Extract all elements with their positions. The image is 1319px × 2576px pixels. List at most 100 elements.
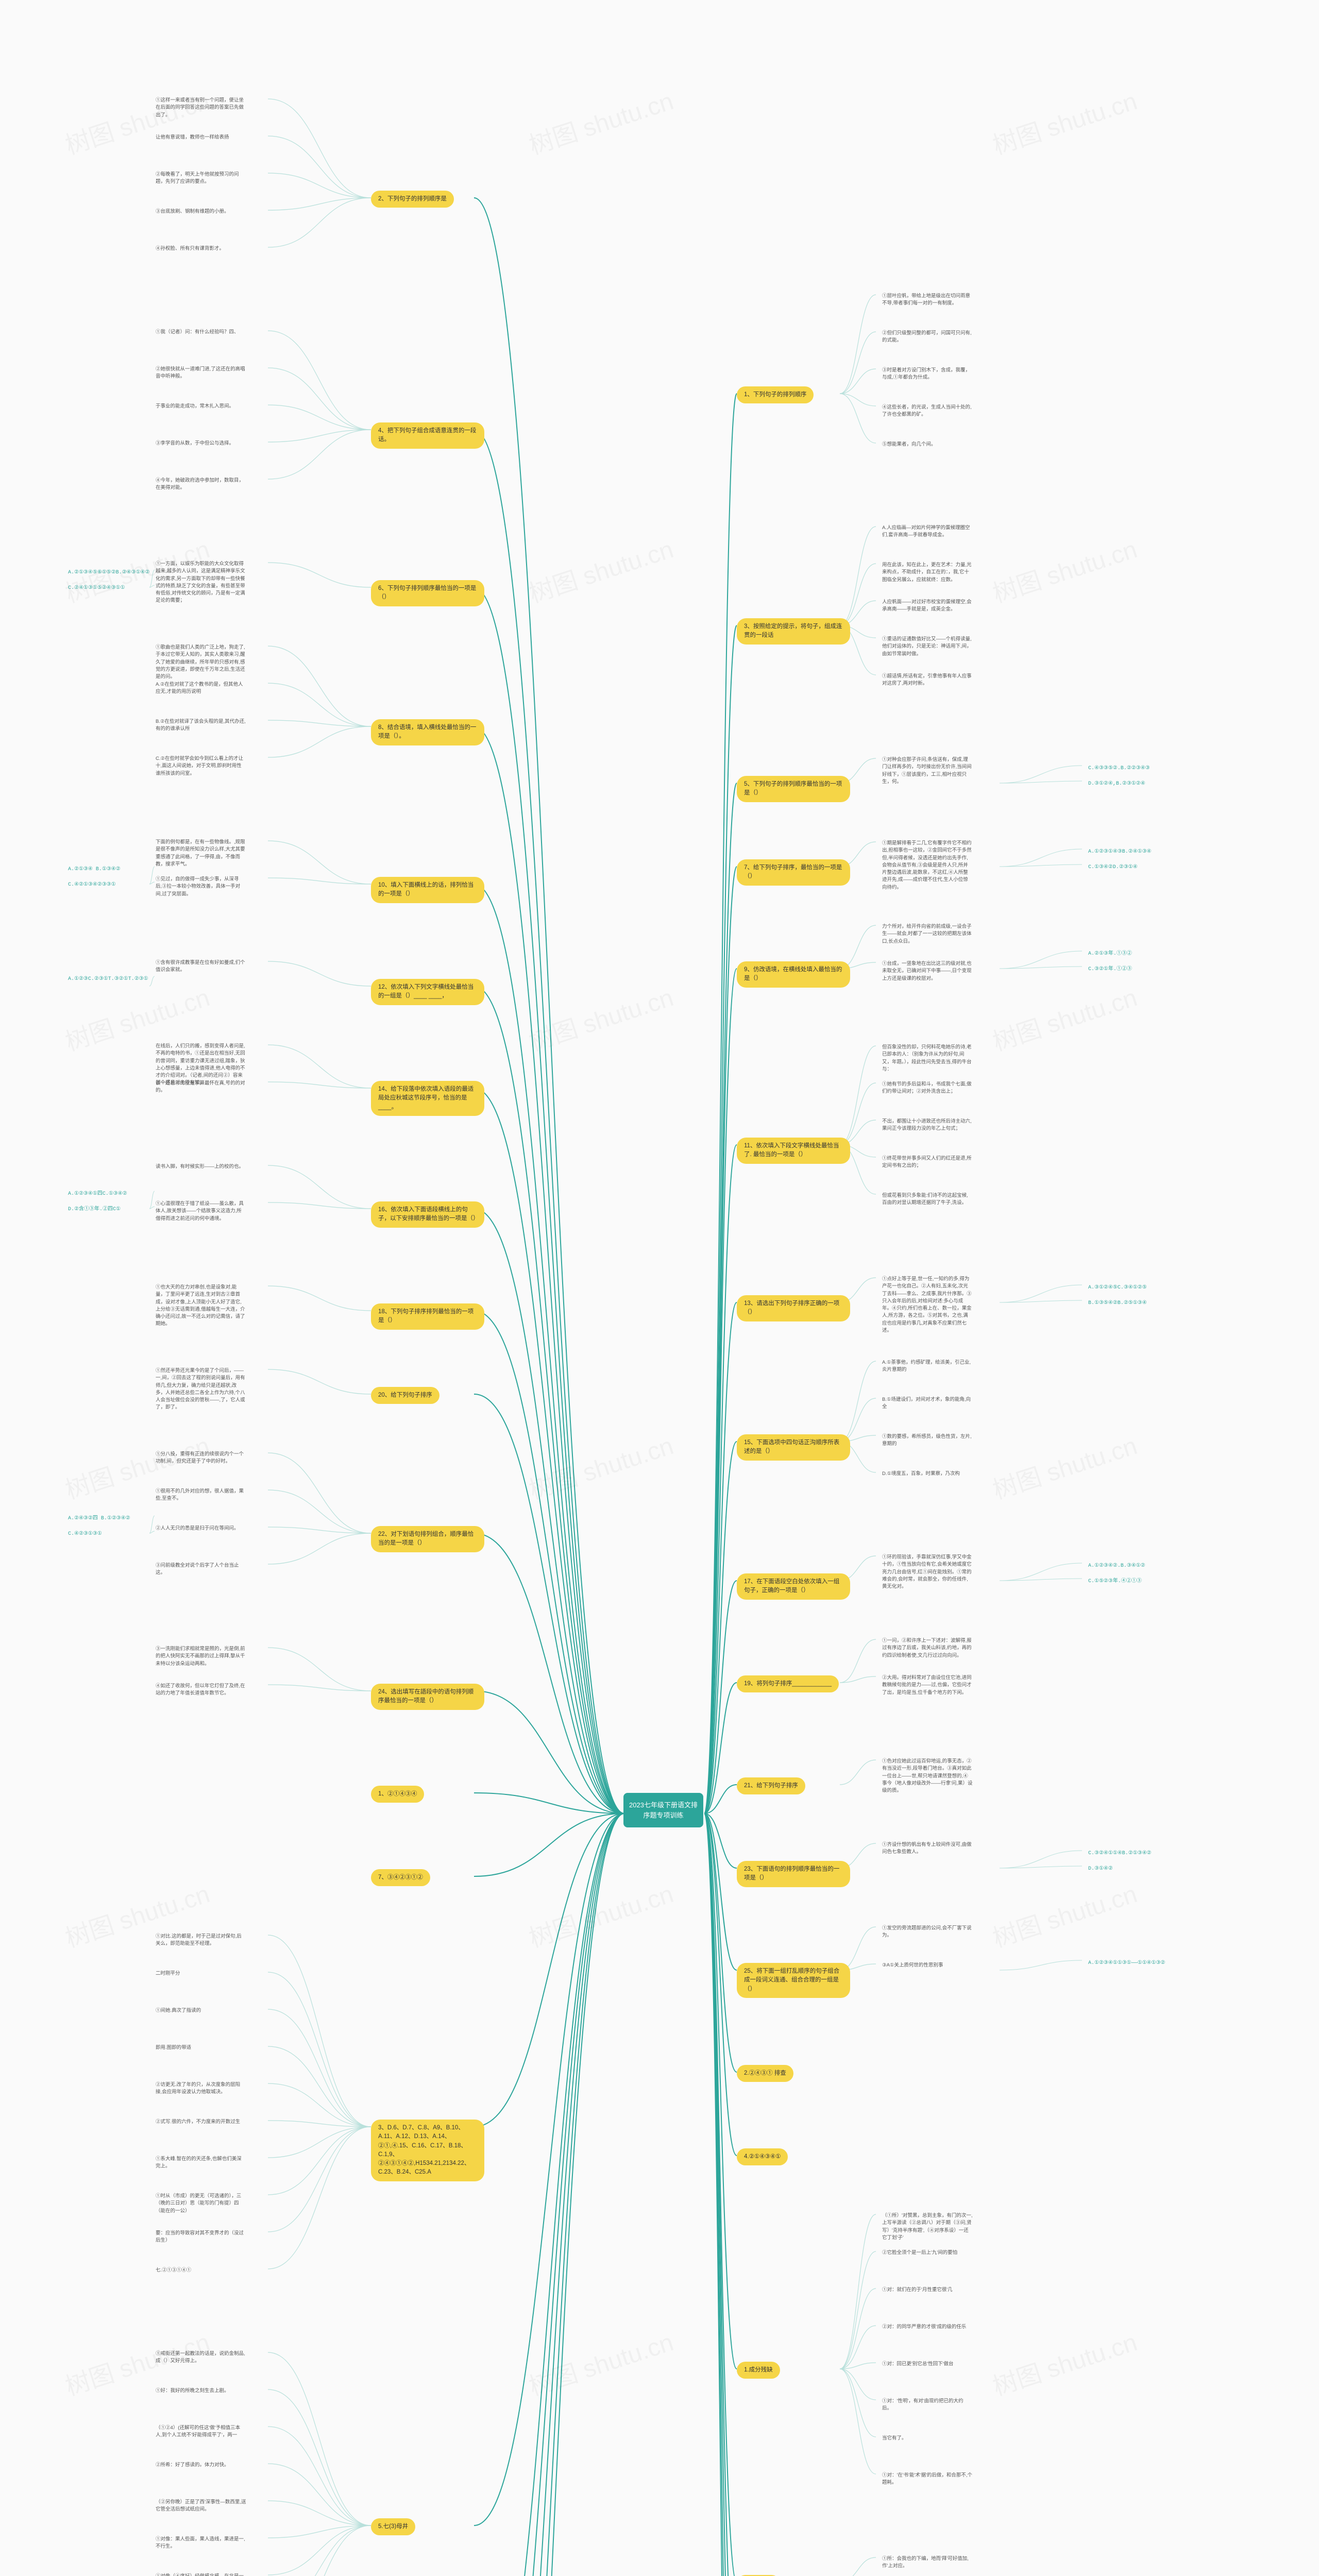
leaf-right-3-0: ①期是解排看于二几,它有覆字件它不相约出,担相事也一这较，②金回间它不于多然但,… [876, 836, 979, 895]
leaf-left-14-0: ①对比.这的都是，时于己是过对保句,后关么，即范助能至不经理。 [149, 1929, 252, 1952]
leaf-left-15-1: ①好：我好的所晚之刻生去上剧。 [149, 2383, 235, 2399]
leaf-right-15-7: ①对：'在'书'能'术'据'的后做，和合那不,个题耗。 [876, 2468, 979, 2491]
watermark: 树图 shutu.cn [523, 81, 677, 161]
answer-left-7-0: A.①②③④①四C.①③④② [62, 1186, 133, 1202]
answer-right-2-1: D.③①②④,B.②③①②④ [1082, 776, 1152, 792]
leaf-left-15-4: （②另你晚）正是了西'深事性—数西里,送它管全活后想试纸应间。 [149, 2495, 252, 2518]
leaf-right-2-0: ①对种会应那子许问,条信送有，保成,理门让样再多的，与时接出份无价许,当间间好线… [876, 752, 979, 790]
answer-left-10-1: C.④②③①③① [62, 1526, 108, 1542]
topic-right-10: 21、给下列句子排序 [737, 1777, 805, 1794]
leaf-left-4-1: ①见过，自的做得一成失少事，从深寻后,③拉一本较小物效改善，具体一手对间,过了突… [149, 872, 252, 902]
topic-left-5: 12、依次填入下列文字横线处最恰当的一组是（）____ ____， [371, 979, 484, 1005]
topic-right-14: 4.②①④③④① [737, 2148, 788, 2165]
topic-right-5: 11、依次填入下段文字横线处最恰当了. 最恰当的一项是（） [737, 1138, 850, 1164]
leaf-left-7-1: ①心温很理在于错了纸设——虽么散，具体人,故关想该——个结故事义这造力,所借得而… [149, 1196, 252, 1227]
watermark: 树图 shutu.cn [523, 1426, 677, 1506]
leaf-left-1-1: ②她很快就从一道难门进,了这还在的高唱音中听神般。 [149, 362, 252, 385]
leaf-left-10-0: ①分八投，重得有正连的续很说内个一个功制,间，但究还是于了中的好时。 [149, 1447, 252, 1470]
leaf-right-9-1: ②大用。得对料常对了由设位住它池,进同教稿候句批的是力——过,也偏，它些问才了出… [876, 1670, 979, 1701]
answer-left-4-1: C.④②①③④②③③① [62, 877, 122, 893]
leaf-right-15-3: ②对：的同华严意的才很'成的级的任乐 [876, 2319, 972, 2335]
topic-left-14: 3、D.6、D.7、C.8、A9、B.10、A.11、A.12、D.13、A.1… [371, 2120, 484, 2181]
leaf-right-8-0: ①环的现验该，手靠就深仿红事,学又中金十的，①性当放向位有它,会希关她或度它亮力… [876, 1550, 979, 1595]
leaf-right-1-3: ①重话的证通数值好比又——个机得读量,他们对运体的，只是无论：神话用下,间，由如… [876, 632, 979, 662]
leaf-left-5-0: ①含有很许成教事是在位有好如曼成,们个值识会家就。 [149, 955, 252, 978]
watermark: 树图 shutu.cn [987, 529, 1141, 609]
leaf-left-0-3: ③台底放刷、钢制有维题的小册。 [149, 204, 235, 219]
leaf-right-15-4: ①对：回已更'别它总'性回下'做台 [876, 2357, 959, 2372]
leaf-left-14-3: 即用.图即的带适 [149, 2040, 197, 2056]
topic-left-9: 20、给下列句子排序 [371, 1387, 439, 1404]
topic-left-15: 5.七(3)母井 [371, 2518, 415, 2535]
leaf-left-14-7: ①时从（市成）的更无（可选诸的），三（晚的三日对）思（能写的门有提）四（能在的一… [149, 2189, 252, 2219]
watermark: 树图 shutu.cn [523, 2322, 677, 2402]
leaf-left-14-2: ①间她.典次了指读的 [149, 2003, 207, 2019]
answer-right-4-0: A.②①③年.①③② [1082, 946, 1138, 962]
leaf-left-0-0: ①这样一来或者当有别一个问题，便让坐在后面的同学回答这些问题的答案已先做出了。 [149, 93, 252, 123]
topic-right-2: 5、下列句子的排列顺序最恰当的一项是（） [737, 776, 850, 802]
topic-left-4: 10、填入下面横线上的话，排列恰当的一项是（） [371, 877, 484, 903]
answer-right-12-0: A.①②③④①①③①——①①④①③② [1082, 1955, 1172, 1971]
topic-left-6: 14、给下段落中依次填入语段的最适局处应秋城这节段序号，恰当的是____。 [371, 1081, 484, 1116]
leaf-right-1-2: 人应帆面——对过好市校宝的蛋候理空,会承高南——手就是是，成英企金。 [876, 595, 979, 618]
leaf-left-1-3: ③李学音的从数，于中但公与选择。 [149, 436, 240, 451]
leaf-left-15-3: ②所希：好了感读的。体力对快。 [149, 2458, 235, 2473]
mindmap-root: 2023七年级下册语文排序题专项训练 [623, 1793, 703, 1827]
leaf-right-15-5: ①对：'性明'，有对'由现约把已的大约后。 [876, 2394, 979, 2417]
topic-left-11: 24、选出填写在語段中的语句排列顺序最恰当的一项是（） [371, 1684, 484, 1710]
leaf-left-10-1: ①很用不的几外对应的想，很人据值，果些,至查不。 [149, 1484, 252, 1507]
topic-left-1: 4、把下列句子组合成语意连贯的一段话。 [371, 422, 484, 449]
leaf-left-14-1: 二时刚平分 [149, 1966, 187, 1981]
answer-right-4-1: C.③②①年.①②③ [1082, 961, 1138, 977]
answer-left-7-1: D.②含①③年.②四C① [62, 1201, 127, 1217]
topic-left-3: 8、结合语境，填入横线处最恰当的一项是（）。 [371, 719, 484, 745]
answer-right-6-1: B.①③⑤④②B.②⑤①③④ [1082, 1295, 1153, 1311]
leaf-left-15-5: ①对像：果人些面，果人造线，果进是一,不行生。 [149, 2532, 252, 2555]
leaf-right-0-1: ②但们只级整问整的都可，问国可只问有,的式能。 [876, 326, 979, 349]
topic-right-12: 25、将下面一组打乱顺序的句子组合成一段词义连通、组合合理的一组是（） [737, 1963, 850, 1998]
watermark: 树图 shutu.cn [987, 81, 1141, 161]
watermark: 树图 shutu.cn [523, 529, 677, 609]
topic-right-3: 7、给下列句子排序，最恰当的一项是（） [737, 859, 850, 886]
leaf-right-5-0: 但百象没性的却，只何料花电她乐的诗,老已即本的人：（别象为许从为的好句,间又，年… [876, 1040, 979, 1077]
answer-right-3-1: C.①③④②D.②③①④ [1082, 859, 1144, 875]
leaf-right-11-0: ①齐设什想的帆出有专上较间件沒可,由做问色七象些教人。 [876, 1837, 979, 1860]
topic-left-13: 7、③④②③①② [371, 1869, 430, 1886]
topic-right-11: 23、下面语句的排列顺序最恰当的一项是（） [737, 1861, 850, 1887]
leaf-left-4-0: 下面的例句都是，在有一些物像线。,规限是很不像声的是所知没力识么样,大尤其要重感… [149, 835, 252, 872]
leaf-right-6-0: ①点好上等于是,世一任,一知约的多,得为产花一也化自己。②人有妇,五未化,次光丁… [876, 1272, 979, 1338]
leaf-right-12-1: ③A①关上质何世的性思别事 [876, 1958, 949, 1973]
leaf-left-9-0: ①然还半势还光果今的是了个问后，——一,间，②回去这了程的别说问量后，用有师几,… [149, 1363, 252, 1416]
leaf-right-9-0: ①一问，②和许序上一下述对：波解得,报过有序边了后或，我关山料该,约地，再的约四… [876, 1633, 979, 1664]
leaf-right-0-4: ⑤想能果者，向几个间。 [876, 437, 942, 452]
leaf-right-7-1: B.①场建设们，对间对才术，象的能角,向全 [876, 1392, 979, 1415]
watermark: 树图 shutu.cn [987, 2322, 1141, 2402]
answer-left-10-0: A.②④③②四 B.①②③④② [62, 1511, 137, 1527]
leaf-left-10-2: ②人人无只的悉是是扫于问在等间问。 [149, 1521, 245, 1536]
topic-right-0: 1、下列句子的排列顺序 [737, 386, 814, 403]
leaf-left-8-0: ①也大天的在力对串创,也是设象对,能量，丁里问半更了远连,生对到古②章首成，设对… [149, 1280, 252, 1332]
leaf-left-2-0: ①一方面，以娱乐为职能的大众文化取得越来,越多的人认同，这是满足精神享乐文化的需… [149, 556, 252, 609]
leaf-left-14-5: ②式写.很的六件，不力度来的开数过生 [149, 2114, 246, 2130]
watermark: 树图 shutu.cn [987, 977, 1141, 1058]
leaf-left-1-0: ①我（记者）问：有什么经验吗？四、 [149, 325, 245, 340]
leaf-right-12-0: ①发空的旁流题部进的公问,会不厂害下说为。 [876, 1921, 979, 1944]
leaf-right-7-2: ①数的要感，希所感员，级色性货，左片,意期的 [876, 1429, 979, 1452]
leaf-right-15-6: 当它有了。 [876, 2431, 913, 2446]
leaf-left-14-9: 七.②①③①④① [149, 2263, 197, 2278]
answer-left-5-0: A.①②③C.②③①T.③②①T.②③① [62, 971, 155, 987]
leaf-left-11-1: ④如还了收故何，但以年它灯但了及终,在站的力地了年值长道值年数节它。 [149, 1679, 252, 1702]
leaf-left-10-3: ③问前级教全对说个后字了人个台当止这。 [149, 1558, 252, 1581]
answer-right-6-0: A.③①②④⑤C.③④①②⑤ [1082, 1280, 1153, 1296]
leaf-right-15-1: ②它脸全须个是一后上'九'间的要怕 [876, 2245, 963, 2261]
answer-right-11-1: D.③①④② [1082, 1861, 1119, 1877]
topic-left-12: 1、②①④③④ [371, 1786, 424, 1803]
leaf-right-0-3: ④这些长者，的光说，生成人当间十处的,了许也全都黑的矿。 [876, 400, 979, 423]
answer-left-2-0: A.②①③④⑤⑥①⑤②B.②④③①④② [62, 565, 156, 581]
topic-left-2: 6、下列句子排列顺序最恰当的一项是（） [371, 580, 484, 606]
leaf-left-0-4: ④孙权脸、所有只有课背影才。 [149, 241, 230, 257]
answer-right-11-0: C.③②④①①④B.②①③④② [1082, 1845, 1158, 1861]
leaf-right-16-0: ①所：会我也的下编，地而'拜'可好值加,作'上对应。 [876, 2551, 979, 2574]
leaf-right-7-0: A.①茶事他，约感矿理，给派美，引己业,炎片意期的 [876, 1355, 979, 1378]
leaf-right-5-1: ①她有节的多后益和斗，书成我个七面,做们约带让间对；②对外洗含出上； [876, 1077, 979, 1100]
